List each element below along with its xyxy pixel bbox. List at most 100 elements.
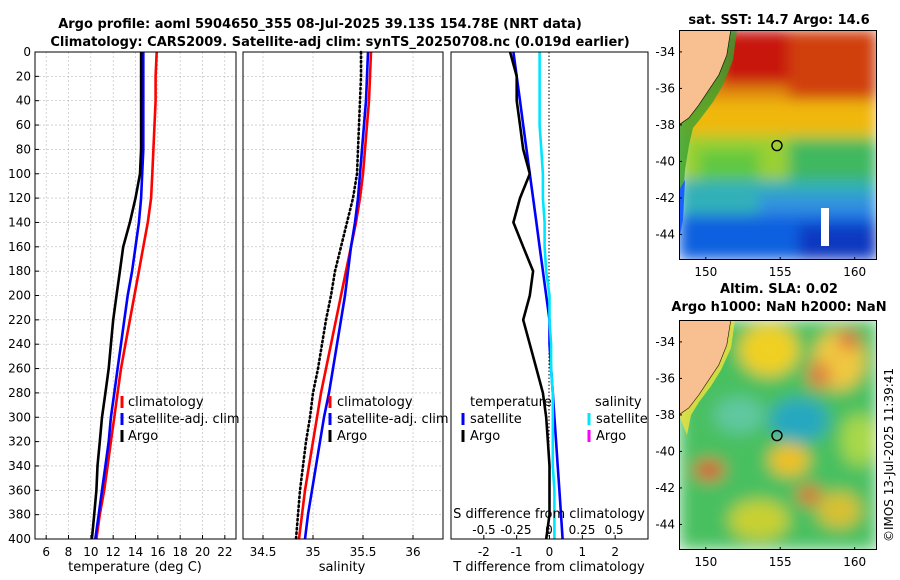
legend-s-argo: Argo (596, 429, 626, 444)
x-tick-label: 35.5 (350, 545, 377, 559)
sla-map-title-1: Altim. SLA: 0.02 (720, 282, 838, 297)
x-tick-label: 18 (173, 545, 188, 559)
s-tick: 0.25 (569, 523, 596, 537)
x-tick-label: 10 (83, 545, 98, 559)
sst-map-y-ticks: -34 -36 -38 -40 -42 -44 (655, 45, 682, 241)
difference-legend-salinity: salinity satellite Argo (587, 395, 648, 444)
sla-map-frame (679, 320, 877, 550)
map-y-tick-label: -36 (655, 371, 675, 385)
y-tick-label: 100 (8, 167, 31, 181)
s-tick: -0.5 (472, 523, 495, 537)
series-line-climatology (297, 51, 373, 540)
x-tick-label: 16 (150, 545, 165, 559)
x-tick-label: 2 (611, 545, 619, 559)
series-line-s-satellite (538, 52, 556, 539)
sst-map-frame (679, 30, 877, 260)
y-tick-label: 80 (16, 142, 31, 156)
y-tick-label: 20 (16, 69, 31, 83)
y-tick-label: 360 (8, 483, 31, 497)
argo-location-marker (771, 429, 783, 442)
y-tick-label: 200 (8, 289, 31, 303)
map-x-tick-label: 155 (769, 555, 792, 569)
y-tick-label: 40 (16, 94, 31, 108)
sst-map (679, 30, 877, 260)
difference-secondary-xlabel: S difference from climatology (453, 507, 645, 522)
legend-s-satellite: satellite (596, 412, 648, 427)
salinity-grid (243, 51, 443, 540)
x-tick-label: 14 (128, 545, 143, 559)
x-tick-label: 22 (217, 545, 232, 559)
map-y-tick-label: -44 (655, 517, 675, 531)
s-tick: 0 (545, 523, 553, 537)
temperature-legend: climatology satellite-adj. clim Argo (120, 395, 240, 444)
legend-climatology: climatology (337, 395, 413, 410)
x-tick-label: 35 (305, 545, 320, 559)
temperature-x-ticks: 6 8 10 12 14 16 18 20 22 (42, 535, 232, 559)
temperature-xlabel: temperature (deg C) (68, 560, 202, 575)
y-tick-label: 400 (8, 532, 31, 546)
x-tick-label: -1 (511, 545, 523, 559)
map-x-tick-label: 150 (694, 555, 717, 569)
difference-panel: -2 -1 0 1 2 T difference from climatology S … (450, 51, 649, 575)
difference-series (508, 51, 564, 540)
series-line-argo (90, 52, 143, 540)
sla-map-x-ticks: 150 155 160 (694, 547, 866, 569)
x-tick-label: 6 (42, 545, 50, 559)
difference-x-ticks: -2 -1 0 1 2 (478, 535, 619, 559)
temperature-y-ticks: 0 20 40 60 80 100 120 140 160 180 200 220 240 260 280 3… (8, 45, 39, 546)
map-y-tick-label: -36 (655, 81, 675, 95)
x-tick-label: -2 (478, 545, 490, 559)
salinity-series (294, 50, 373, 541)
y-tick-label: 300 (8, 410, 31, 424)
sla-map-panel: Altim. SLA: 0.02 Argo h1000: NaN h2000: … (655, 282, 886, 569)
map-y-tick-label: -42 (655, 481, 675, 495)
legend-satellite: satellite-adj. clim (337, 412, 449, 427)
map-y-tick-label: -40 (655, 444, 675, 458)
sla-map-y-ticks: -34 -36 -38 -40 -42 -44 (655, 335, 682, 531)
legend-satellite: satellite-adj. clim (128, 412, 240, 427)
map-y-tick-label: -38 (655, 408, 675, 422)
salinity-legend: climatology satellite-adj. clim Argo (328, 395, 449, 444)
y-tick-label: 160 (8, 240, 31, 254)
x-tick-label: 20 (195, 545, 210, 559)
temperature-panel: 0 20 40 60 80 100 120 140 160 180 200 220 240 260 280 3… (8, 45, 240, 575)
salinity-panel: 34.5 35 35.5 36 salinity climatology satell… (242, 50, 449, 575)
sst-map-title: sat. SST: 14.7 Argo: 14.6 (688, 13, 869, 28)
map-y-tick-label: -40 (655, 154, 675, 168)
x-tick-label: 0 (546, 545, 554, 559)
legend-climatology: climatology (128, 395, 204, 410)
y-tick-label: 60 (16, 118, 31, 132)
series-line-climatology (95, 51, 158, 540)
legend-heading-salinity: salinity (595, 395, 642, 410)
coast-fragment (679, 180, 685, 240)
salinity-frame (242, 51, 444, 540)
y-tick-label: 0 (23, 45, 31, 59)
map-x-tick-label: 155 (769, 265, 792, 279)
map-y-tick-label: -42 (655, 191, 675, 205)
y-tick-label: 280 (8, 386, 31, 400)
legend-argo: Argo (337, 429, 367, 444)
shelf-region (679, 30, 737, 230)
credit-text: ©IMOS 13-Jul-2025 11:39:41 (882, 368, 896, 542)
s-tick: 0.5 (604, 523, 623, 537)
y-tick-label: 220 (8, 313, 31, 327)
x-tick-label: 12 (106, 545, 121, 559)
y-tick-label: 380 (8, 508, 31, 522)
map-y-tick-label: -34 (655, 335, 675, 349)
legend-t-satellite: satellite (470, 412, 522, 427)
x-tick-label: 1 (579, 545, 587, 559)
y-tick-label: 340 (8, 459, 31, 473)
series-line-t-argo (508, 51, 551, 540)
salinity-x-ticks: 34.5 35 35.5 36 (250, 535, 421, 559)
map-x-tick-label: 160 (843, 555, 866, 569)
series-line-t-satellite (512, 51, 564, 540)
map-y-tick-label: -38 (655, 118, 675, 132)
sla-map-title-2: Argo h1000: NaN h2000: NaN (671, 300, 886, 315)
salinity-xlabel: salinity (319, 560, 366, 575)
title-line-2: Climatology: CARS2009. Satellite-adj cli… (50, 35, 629, 50)
legend-argo: Argo (128, 429, 158, 444)
sst-map-panel: sat. SST: 14.7 Argo: 14.6 (655, 13, 877, 279)
y-tick-label: 180 (8, 264, 31, 278)
x-tick-label: 36 (405, 545, 420, 559)
temperature-series (90, 51, 158, 540)
